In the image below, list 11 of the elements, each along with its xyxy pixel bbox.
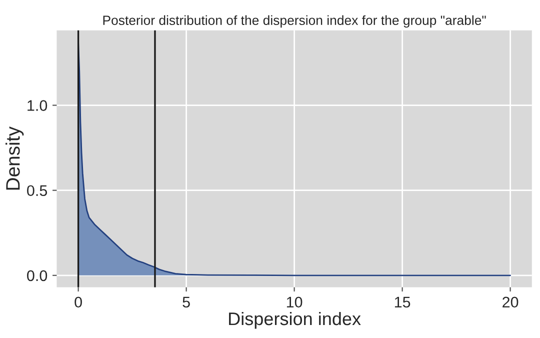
y-tick-label: 0.0 <box>27 270 48 282</box>
chart-title: Posterior distribution of the dispersion index for the group "arable" <box>103 15 486 28</box>
y-tick-label: 0.5 <box>27 185 48 196</box>
x-tick-label: 5 <box>182 296 190 308</box>
x-tick-label: 10 <box>286 296 302 308</box>
y-axis-title: Density <box>6 126 24 190</box>
x-tick-label: 0 <box>74 296 82 308</box>
x-axis-title: Dispersion index <box>229 312 361 329</box>
x-tick-label: 20 <box>502 296 518 308</box>
x-tick-label: 15 <box>394 296 410 308</box>
y-tick-label: 1.0 <box>28 100 48 111</box>
